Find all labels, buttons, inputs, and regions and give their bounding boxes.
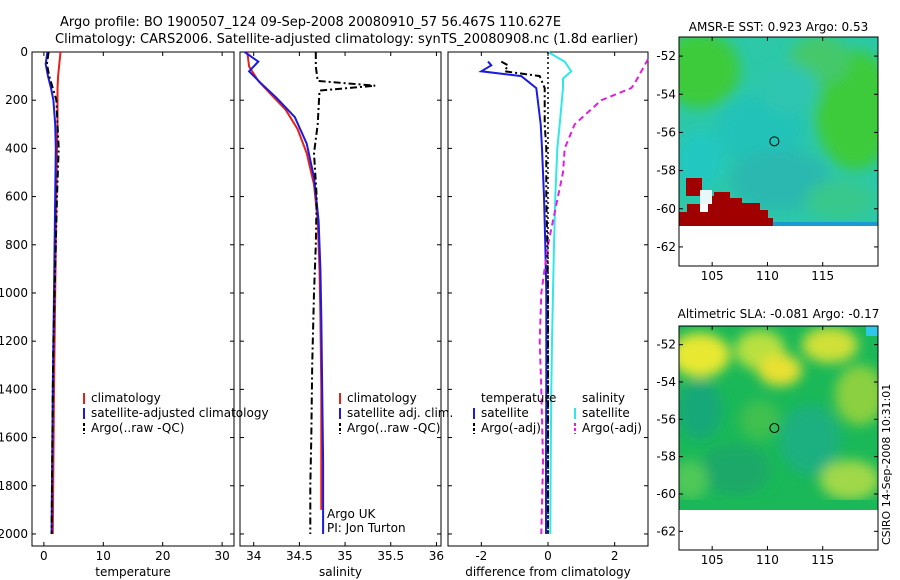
- legend-entry: Argo(..raw -QC): [91, 421, 184, 435]
- legend-entry: satellite: [481, 406, 529, 420]
- y-tick-label: -58: [656, 450, 676, 464]
- y-tick-label: 1600: [0, 431, 28, 445]
- y-tick-label: 800: [5, 238, 28, 252]
- header-line-2: Climatology: CARS2006. Satellite-adjuste…: [55, 32, 638, 47]
- x-tick-label: 0: [544, 549, 552, 563]
- x-tick-label: 35: [337, 549, 352, 563]
- x-tick-label: 115: [811, 553, 834, 567]
- series-argo-raw-qc--line: [45, 51, 60, 535]
- y-tick-label: 200: [5, 93, 28, 107]
- y-tick-label: -60: [656, 202, 676, 216]
- header-line-1: Argo profile: BO 1900507_124 09-Sep-2008…: [60, 15, 561, 30]
- sst-map-title: AMSR-E SST: 0.923 Argo: 0.53: [689, 20, 869, 34]
- sst-map-frame: [678, 36, 879, 267]
- sst-map: [679, 37, 878, 226]
- x-tick-label: 35.5: [377, 549, 404, 563]
- difference-panel: -2 0 2 difference from climatology: [447, 51, 649, 579]
- legend-entry: Argo(-adj): [481, 421, 541, 435]
- salinity-axes-box: [239, 51, 442, 547]
- series-argo-adj--line: [538, 58, 649, 535]
- series-argo-adj--line: [500, 60, 549, 534]
- y-tick-label: -62: [656, 524, 676, 538]
- y-tick-label: -52: [656, 49, 676, 63]
- legend-entry: climatology: [91, 391, 161, 405]
- legend-entry: Argo(..raw -QC): [347, 421, 440, 435]
- x-tick-label: 105: [701, 269, 724, 283]
- legend-heading: salinity: [582, 391, 625, 405]
- legend-entry: satellite-adjusted climatology: [91, 406, 269, 420]
- y-tick-label: -54: [656, 87, 676, 101]
- argo-position-marker: [769, 423, 780, 434]
- temperature-xlabel: temperature: [95, 565, 170, 579]
- x-tick-label: 10: [96, 549, 111, 563]
- sla-map-axes: Altimetric SLA: -0.081 Argo: -0.17 105 110…: [656, 307, 879, 567]
- legend-heading: temperature: [481, 391, 556, 405]
- y-tick-label: 0: [20, 45, 28, 59]
- x-tick-label: 110: [756, 269, 779, 283]
- legend-entry: satellite adj. clim.: [347, 406, 453, 420]
- x-tick-label: 105: [701, 553, 724, 567]
- difference-legend: temperature salinitysatelliteArgo(-adj)sa…: [473, 391, 642, 435]
- temperature-panel: 0 10 20 30 0 200 400 600 800 1000 1200 1400 1600 1800…: [0, 45, 235, 579]
- legend-entry: satellite: [582, 406, 630, 420]
- y-tick-label: -56: [656, 412, 676, 426]
- x-tick-label: 2: [611, 549, 619, 563]
- sst-map-field: [679, 37, 878, 220]
- argo-position-marker: [769, 136, 780, 147]
- sst-map-axes: AMSR-E SST: 0.923 Argo: 0.53 105 110 115 -52…: [656, 20, 879, 283]
- y-tick-label: 1800: [0, 479, 28, 493]
- sla-map-field: [679, 327, 878, 500]
- sla-map: [679, 326, 878, 510]
- x-tick-label: 110: [756, 553, 779, 567]
- side-stamp: CSIRO 14-Sep-2008 10:31:01: [880, 384, 893, 545]
- difference-xlabel: difference from climatology: [465, 565, 631, 579]
- x-tick-label: 20: [155, 549, 170, 563]
- x-tick-label: 36: [429, 549, 444, 563]
- y-tick-label: -62: [656, 240, 676, 254]
- series-climatology-line: [51, 51, 62, 535]
- sla-map-frame: [678, 325, 879, 551]
- y-tick-label: 600: [5, 190, 28, 204]
- x-tick-label: 34.5: [286, 549, 313, 563]
- y-tick-label: -56: [656, 125, 676, 139]
- legend-entry: climatology: [347, 391, 417, 405]
- annotation-line: PI: Jon Turton: [327, 521, 406, 535]
- y-tick-label: 2000: [0, 527, 28, 541]
- salinity-panel: 34 34.5 35 35.5 36 salinity: [239, 51, 444, 579]
- legend-entry: Argo(-adj): [582, 421, 642, 435]
- y-tick-label: 1200: [0, 334, 28, 348]
- series-argo-raw-qc--line: [309, 52, 376, 534]
- x-tick-label: 115: [811, 269, 834, 283]
- annotation-line: Argo UK: [327, 507, 376, 521]
- series-satellite-adj-clim--line: [244, 51, 325, 534]
- y-tick-label: 1000: [0, 286, 28, 300]
- salinity-xlabel: salinity: [319, 565, 362, 579]
- y-tick-label: 1400: [0, 382, 28, 396]
- y-tick-label: 400: [5, 141, 28, 155]
- series-satellite-line: [478, 60, 548, 534]
- temperature-axes-box: [31, 51, 235, 547]
- y-tick-label: -52: [656, 338, 676, 352]
- sla-map-title: Altimetric SLA: -0.081 Argo: -0.17: [678, 307, 880, 321]
- y-tick-label: -54: [656, 375, 676, 389]
- series-satellite-line: [547, 51, 573, 535]
- x-tick-label: 30: [214, 549, 229, 563]
- y-tick-label: -60: [656, 487, 676, 501]
- x-tick-label: 34: [246, 549, 261, 563]
- x-tick-label: -2: [475, 549, 487, 563]
- x-tick-label: 0: [40, 549, 48, 563]
- y-tick-label: -58: [656, 164, 676, 178]
